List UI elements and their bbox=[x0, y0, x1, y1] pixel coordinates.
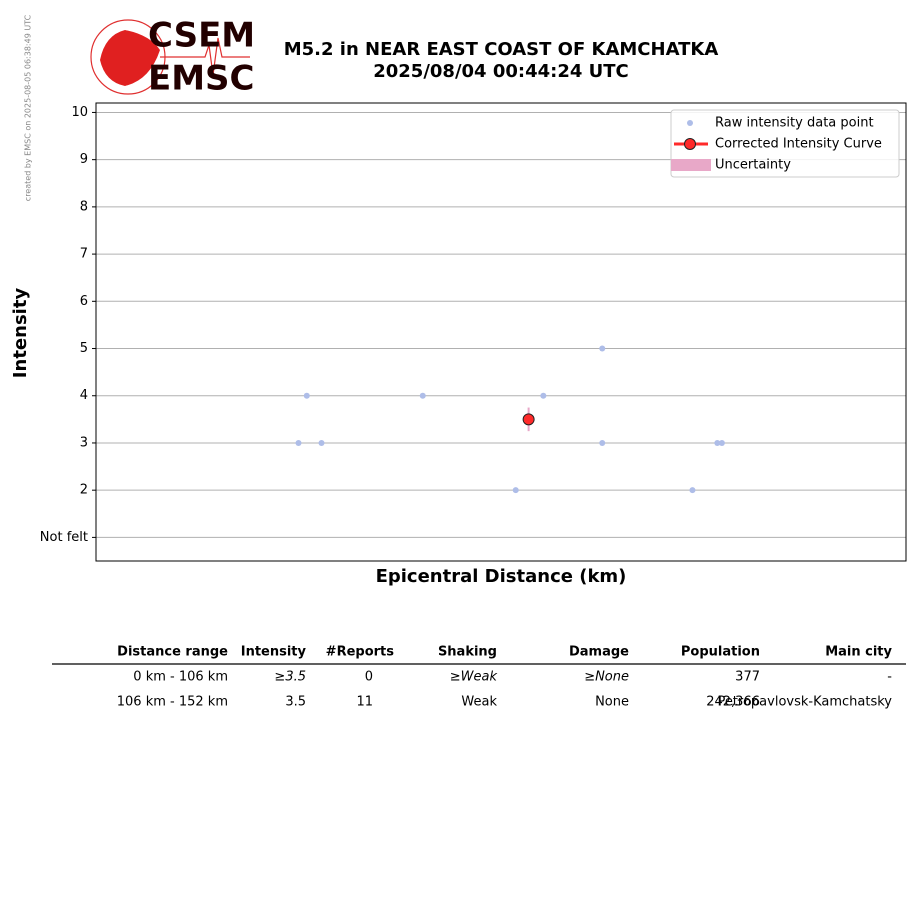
chart-subtitle: 2025/08/04 00:44:24 UTC bbox=[373, 61, 629, 82]
y-axis-label: Intensity bbox=[10, 288, 31, 379]
table-cell: ≥Weak bbox=[450, 670, 498, 685]
y-tick-label: 10 bbox=[71, 105, 88, 120]
table-header: Main city bbox=[825, 645, 892, 660]
chart-title: M5.2 in NEAR EAST COAST OF KAMCHATKA bbox=[284, 39, 719, 60]
table-header: #Reports bbox=[326, 645, 395, 660]
y-tick-label: 3 bbox=[80, 435, 88, 450]
logo-text: EMSC bbox=[148, 59, 255, 99]
table-cell: 0 km - 106 km bbox=[133, 670, 228, 685]
legend-label: Uncertainty bbox=[715, 158, 791, 173]
data-point bbox=[599, 439, 606, 446]
y-tick-label: 4 bbox=[80, 388, 88, 403]
y-tick-label: 5 bbox=[80, 341, 88, 356]
table-cell: 242,366 bbox=[706, 695, 760, 710]
data-point bbox=[689, 487, 696, 494]
table-cell: 3.5 bbox=[285, 695, 306, 710]
legend-label: Raw intensity data point bbox=[715, 116, 874, 131]
table-cell: - bbox=[887, 670, 892, 685]
data-point bbox=[419, 392, 426, 399]
data-point bbox=[295, 439, 302, 446]
legend-box bbox=[670, 109, 900, 178]
table-cell: None bbox=[595, 695, 629, 710]
table-header: Shaking bbox=[438, 645, 497, 660]
y-tick-label: 6 bbox=[80, 294, 88, 309]
plot-frame bbox=[95, 102, 907, 562]
data-point bbox=[512, 487, 519, 494]
corrected-point bbox=[522, 413, 535, 426]
table-cell: ≥3.5 bbox=[274, 670, 306, 685]
data-point bbox=[303, 392, 310, 399]
y-tick-label: 9 bbox=[80, 152, 88, 167]
table-header: Distance range bbox=[117, 645, 228, 660]
data-point bbox=[318, 439, 325, 446]
legend-swatch bbox=[671, 159, 711, 171]
table-cell: 11 bbox=[356, 695, 373, 710]
legend-label: Corrected Intensity Curve bbox=[715, 137, 882, 152]
table-header: Intensity bbox=[241, 645, 307, 660]
logo: CSEM EMSC bbox=[90, 16, 255, 99]
data-point bbox=[540, 392, 547, 399]
logo-map bbox=[100, 30, 160, 86]
table-cell: Weak bbox=[461, 695, 497, 710]
table-cell: ≥None bbox=[584, 670, 629, 685]
y-tick-label: 2 bbox=[80, 483, 88, 498]
legend-swatch bbox=[687, 120, 693, 126]
y-tick-label: 7 bbox=[80, 247, 88, 262]
data-point bbox=[718, 439, 725, 446]
table-cell: 0 bbox=[365, 670, 373, 685]
y-tick-label: Not felt bbox=[40, 530, 88, 545]
table-cell: Petropavlovsk-Kamchatsky bbox=[717, 695, 892, 710]
table-cell: 106 km - 152 km bbox=[117, 695, 228, 710]
table-header: Damage bbox=[569, 645, 629, 660]
legend: Raw intensity data point Corrected Intens… bbox=[670, 109, 900, 178]
logo-text: CSEM bbox=[148, 16, 255, 56]
data-point bbox=[599, 345, 606, 352]
data-point bbox=[714, 439, 721, 446]
table-cell: 377 bbox=[735, 670, 760, 685]
legend-swatch bbox=[684, 138, 696, 150]
x-axis-label: Epicentral Distance (km) bbox=[376, 566, 627, 587]
table-header: Population bbox=[681, 645, 760, 660]
logo-wave bbox=[160, 37, 250, 76]
credit: created by EMSC on 2025-08-05 06:38:49 U… bbox=[24, 14, 33, 201]
y-tick-label: 8 bbox=[80, 199, 88, 214]
